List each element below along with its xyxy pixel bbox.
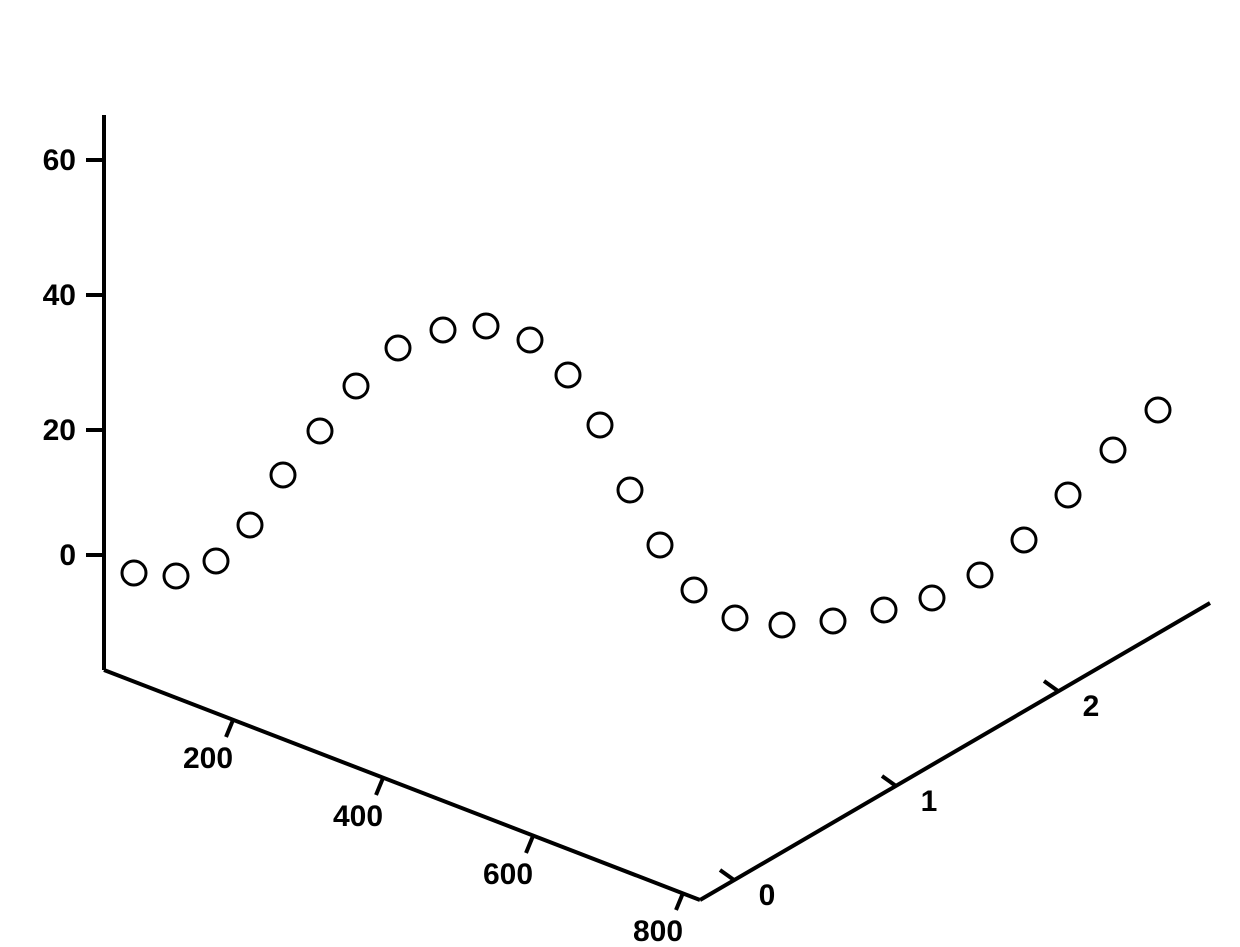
z-tick-label: 40 <box>43 279 76 312</box>
data-marker <box>1056 483 1080 507</box>
data-marker <box>968 563 992 587</box>
data-marker <box>431 318 455 342</box>
x-tick <box>226 720 233 737</box>
data-marker <box>204 549 228 573</box>
data-marker <box>682 578 706 602</box>
z-tick-label: 0 <box>59 539 76 572</box>
data-marker <box>770 613 794 637</box>
x-tick-label: 400 <box>333 800 383 833</box>
data-marker <box>872 598 896 622</box>
x-tick-label: 600 <box>483 858 533 891</box>
data-marker <box>1146 398 1170 422</box>
x-tick-label: 800 <box>633 915 683 947</box>
data-marker <box>618 478 642 502</box>
z-tick-label: 20 <box>43 414 76 447</box>
data-marker <box>308 419 332 443</box>
x-tick <box>376 778 383 795</box>
x-axis <box>104 670 700 900</box>
y-tick <box>882 776 896 786</box>
data-marker <box>648 533 672 557</box>
data-marker <box>920 586 944 610</box>
y-axis <box>700 603 1210 900</box>
data-marker <box>1012 528 1036 552</box>
data-marker <box>386 336 410 360</box>
data-marker <box>723 606 747 630</box>
data-marker <box>821 609 845 633</box>
data-marker <box>518 328 542 352</box>
y-tick <box>720 870 734 880</box>
data-marker <box>474 314 498 338</box>
data-marker <box>1101 438 1125 462</box>
z-tick-label: 60 <box>43 144 76 177</box>
chart-3d-scatter: 0 20 40 60 200 400 600 800 0 1 2 <box>0 0 1240 947</box>
x-tick <box>526 836 533 853</box>
data-marker <box>588 413 612 437</box>
x-tick <box>676 893 683 910</box>
y-tick <box>1044 681 1058 691</box>
y-tick-label: 2 <box>1083 690 1100 723</box>
data-marker <box>344 374 368 398</box>
data-marker <box>122 561 146 585</box>
data-marker <box>271 463 295 487</box>
y-tick-label: 0 <box>759 879 776 912</box>
data-marker <box>238 513 262 537</box>
data-marker <box>164 564 188 588</box>
y-tick-label: 1 <box>921 785 938 818</box>
x-tick-label: 200 <box>183 742 233 775</box>
data-marker <box>556 363 580 387</box>
